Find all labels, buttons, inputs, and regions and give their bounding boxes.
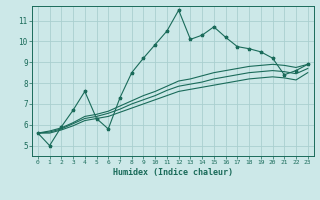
X-axis label: Humidex (Indice chaleur): Humidex (Indice chaleur)	[113, 168, 233, 177]
